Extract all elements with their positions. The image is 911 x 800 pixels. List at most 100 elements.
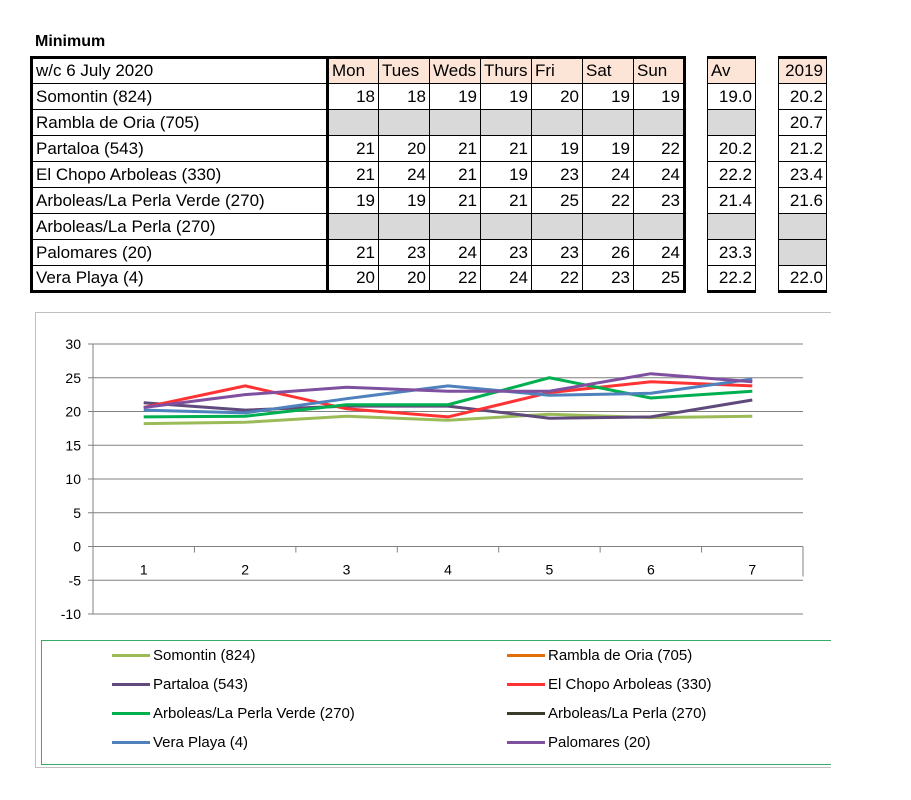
x-tick-label: 5 <box>546 562 554 578</box>
average-table: Av 19.0 20.2 22.2 21.4 23.3 22.2 <box>707 56 756 293</box>
temperature-cell: 19 <box>582 135 634 162</box>
temperature-cell: 21 <box>480 135 532 162</box>
legend-label: Somontin (824) <box>153 647 256 664</box>
legend-swatch <box>507 741 545 744</box>
x-tick-label: 2 <box>241 562 249 578</box>
legend-swatch <box>112 712 150 715</box>
legend-swatch <box>112 741 150 744</box>
y-tick-label: 25 <box>65 370 81 386</box>
temperature-cell: 24 <box>633 239 686 266</box>
y-tick-label: 0 <box>73 539 81 555</box>
year-2019-cell: 21.6 <box>778 187 827 214</box>
legend-item: Arboleas/La Perla Verde (270) <box>112 705 355 722</box>
table-row: Palomares (20) 21 23 24 23 23 26 24 <box>30 239 686 266</box>
temperature-cell: 21 <box>429 161 481 188</box>
temperature-cell: 23 <box>531 239 583 266</box>
average-cell <box>707 109 756 136</box>
year-2019-cell: 20.2 <box>778 83 827 110</box>
chart-frame <box>35 312 831 768</box>
legend-label: Palomares (20) <box>548 734 651 751</box>
temperature-cell: 19 <box>378 187 430 214</box>
x-tick-label: 3 <box>343 562 351 578</box>
temperature-cell: 23 <box>378 239 430 266</box>
table-header-label: w/c 6 July 2020 <box>30 56 329 84</box>
temperature-cell: 23 <box>531 161 583 188</box>
temperature-cell: 21 <box>429 135 481 162</box>
average-cell: 21.4 <box>707 187 756 214</box>
day-header: Sun <box>633 56 686 84</box>
temperature-cell: 18 <box>327 83 379 110</box>
temperature-cell <box>327 109 379 136</box>
temperature-cell <box>531 109 583 136</box>
temperature-cell: 21 <box>327 135 379 162</box>
year-2019-cell: 21.2 <box>778 135 827 162</box>
y-tick-label: 20 <box>65 404 81 420</box>
legend-swatch <box>112 654 150 657</box>
y-tick-label: -5 <box>69 572 82 588</box>
temperature-cell: 23 <box>633 187 686 214</box>
day-header: Tues <box>378 56 430 84</box>
temperature-cell: 24 <box>633 161 686 188</box>
legend-swatch <box>507 683 545 686</box>
x-tick-label: 6 <box>647 562 655 578</box>
temperature-table: w/c 6 July 2020 Mon Tues Weds Thurs Fri Sat Sun… <box>30 56 686 293</box>
legend-label: Vera Playa (4) <box>153 734 249 751</box>
legend-label: Rambla de Oria (705) <box>548 647 693 664</box>
y-tick-label: 10 <box>65 471 81 487</box>
y-tick-label: 5 <box>73 505 81 521</box>
temperature-cell: 23 <box>582 265 634 293</box>
temperature-cell: 24 <box>480 265 532 293</box>
legend-label: Arboleas/La Perla (270) <box>548 705 707 722</box>
average-cell <box>707 213 756 240</box>
temperature-cell <box>582 213 634 240</box>
legend-swatch <box>507 712 545 715</box>
temperature-cell <box>480 109 532 136</box>
temperature-cell: 20 <box>378 265 430 293</box>
legend-item: Rambla de Oria (705) <box>507 647 692 664</box>
year-2019-cell: 20.7 <box>778 109 827 136</box>
legend-item: Vera Playa (4) <box>112 734 248 751</box>
temperature-cell <box>480 213 532 240</box>
table-row: Arboleas/La Perla (270) <box>30 213 686 240</box>
series-line <box>143 372 753 409</box>
day-header: Sat <box>582 56 634 84</box>
y-tick-label: 30 <box>65 336 81 352</box>
table-row: Partaloa (543) 21 20 21 21 19 19 22 <box>30 135 686 162</box>
station-name: El Chopo Arboleas (330) <box>30 161 329 188</box>
average-cell: 22.2 <box>707 265 756 293</box>
temperature-cell: 25 <box>531 187 583 214</box>
temperature-cell <box>633 213 686 240</box>
temperature-cell: 20 <box>378 135 430 162</box>
day-header: Weds <box>429 56 481 84</box>
temperature-cell <box>429 213 481 240</box>
temperature-cell <box>582 109 634 136</box>
year-2019-table: 2019 20.2 20.7 21.2 23.4 21.6 22.0 <box>778 56 827 293</box>
temperature-cell: 22 <box>429 265 481 293</box>
station-name: Partaloa (543) <box>30 135 329 162</box>
legend-swatch <box>112 683 150 686</box>
legend-item: Somontin (824) <box>112 647 256 664</box>
table-row: El Chopo Arboleas (330) 21 24 21 19 23 24 24 <box>30 161 686 188</box>
temperature-cell: 24 <box>429 239 481 266</box>
temperature-cell <box>633 109 686 136</box>
temperature-cell <box>378 213 430 240</box>
temperature-cell <box>378 109 430 136</box>
year-2019-cell: 22.0 <box>778 265 827 293</box>
temperature-cell <box>531 213 583 240</box>
day-header: Fri <box>531 56 583 84</box>
day-header: Thurs <box>480 56 532 84</box>
temperature-cell: 21 <box>480 187 532 214</box>
temperature-cell: 19 <box>531 135 583 162</box>
legend-item: Arboleas/La Perla (270) <box>507 705 706 722</box>
page-title: Minimum <box>35 33 106 50</box>
legend-label: Arboleas/La Perla Verde (270) <box>153 705 355 722</box>
y-tick-label: 15 <box>65 437 81 453</box>
series-line <box>143 380 753 419</box>
station-name: Palomares (20) <box>30 239 329 266</box>
station-name: Somontin (824) <box>30 83 329 110</box>
temperature-cell: 22 <box>633 135 686 162</box>
x-tick-label: 4 <box>444 562 452 578</box>
legend-label: El Chopo Arboleas (330) <box>548 676 712 693</box>
series-line <box>143 376 753 419</box>
